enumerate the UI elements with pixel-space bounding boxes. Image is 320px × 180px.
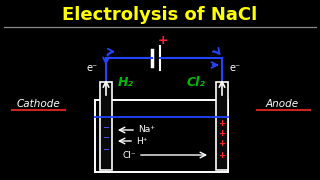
Text: +: + (219, 129, 226, 138)
Text: Na⁺: Na⁺ (138, 125, 155, 134)
Text: Electrolysis of NaCl: Electrolysis of NaCl (62, 6, 258, 24)
Text: Cl⁻: Cl⁻ (122, 150, 136, 159)
Text: +: + (219, 150, 226, 159)
Text: e⁻: e⁻ (230, 63, 241, 73)
Text: −: − (102, 134, 109, 143)
Bar (100, 82, 112, 170)
Text: H⁺: H⁺ (136, 136, 148, 145)
Bar (95, 100, 228, 172)
Text: +: + (158, 35, 168, 48)
Text: +: + (219, 118, 226, 127)
Text: Cl₂: Cl₂ (186, 76, 205, 89)
Text: +: + (219, 138, 226, 147)
Text: H₂: H₂ (118, 76, 134, 89)
Text: e⁻: e⁻ (87, 63, 98, 73)
Text: Anode: Anode (265, 99, 299, 109)
Bar (216, 82, 228, 170)
Text: −: − (102, 145, 109, 154)
Text: −: − (102, 123, 109, 132)
Text: Cathode: Cathode (16, 99, 60, 109)
